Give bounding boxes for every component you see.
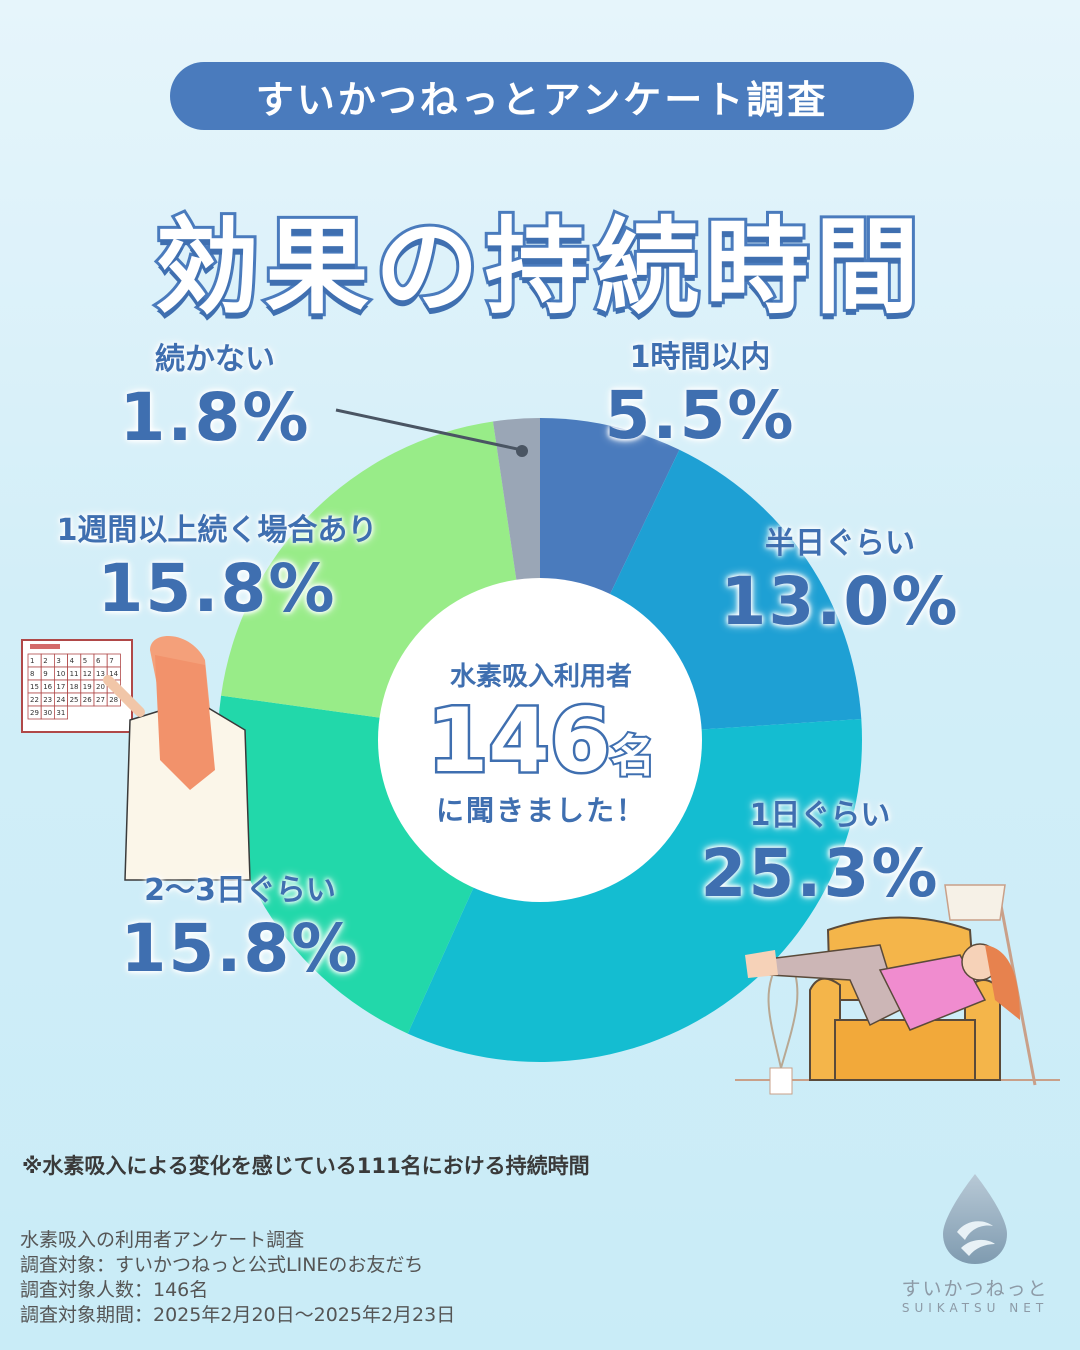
label-half-day-name: 半日ぐらい xyxy=(765,526,915,561)
survey-line-1: 水素吸入の利用者アンケート調査 xyxy=(20,1229,305,1251)
calendar-day: 19 xyxy=(83,683,92,691)
label-no-effect-value: 1.8% xyxy=(119,379,311,456)
calendar-day: 18 xyxy=(70,683,79,691)
survey-line-3: 調査対象人数：146名 xyxy=(20,1279,209,1301)
survey-line-2: 調査対象：すいかつねっと公式LINEのお友だち xyxy=(20,1254,424,1276)
calendar-day: 25 xyxy=(70,696,79,704)
donut-hole xyxy=(378,578,702,902)
donut-center-text: 水素吸入利用者 146名 に聞きました！ xyxy=(378,616,704,866)
woman-pointing-icon xyxy=(103,636,251,881)
calendar-day: 3 xyxy=(56,657,60,665)
woman-relaxing-chair-icon xyxy=(735,884,1060,1095)
calendar-illustration-icon: 1234567891011121314151617181920212223242… xyxy=(21,639,133,733)
label-1-week-name: 1週間以上続く場合あり xyxy=(56,513,378,548)
footnote: ※水素吸入による変化を感じている111名における持続時間 xyxy=(22,1154,590,1178)
calendar-day: 27 xyxy=(96,696,105,704)
calendar-day: 11 xyxy=(70,670,79,678)
survey-line-4: 調査対象期間：2025年2月20日〜2025年2月23日 xyxy=(20,1304,456,1326)
calendar-day: 9 xyxy=(43,670,47,678)
water-drop-logo-icon xyxy=(943,1174,1007,1264)
calendar-day: 15 xyxy=(30,683,39,691)
brand-logo: すいかつねっと SUIKATSU NET xyxy=(890,1170,1060,1330)
survey-title-pill: すいかつねっとアンケート調査 xyxy=(170,62,914,130)
calendar-day: 20 xyxy=(96,683,105,691)
calendar-day: 1 xyxy=(30,657,34,665)
label-1-week-value: 15.8% xyxy=(97,550,337,627)
calendar-day: 31 xyxy=(56,709,65,717)
calendar-day: 30 xyxy=(43,709,52,717)
leader-dot xyxy=(516,445,528,457)
calendar-day: 12 xyxy=(83,670,92,678)
calendar-day: 29 xyxy=(30,709,39,717)
label-2-3-days-value: 15.8% xyxy=(120,910,360,987)
respondent-caption: に聞きました！ xyxy=(435,794,646,827)
label-no-effect: 続かない 1.8% xyxy=(95,334,335,458)
label-half-day-value: 13.0% xyxy=(720,563,960,640)
respondent-label: 水素吸入利用者 xyxy=(449,662,632,692)
label-1-hour-name: 1時間以内 xyxy=(629,340,771,375)
calendar-day: 8 xyxy=(30,670,34,678)
page-title: 効果の持続時間 xyxy=(152,203,925,331)
label-1-day-value: 25.3% xyxy=(700,835,940,912)
respondent-unit: 名 xyxy=(609,729,657,784)
calendar-day: 10 xyxy=(56,670,65,678)
label-2-3-days-name: 2〜3日ぐらい xyxy=(144,873,336,908)
calendar-cell xyxy=(106,692,121,707)
label-1-week: 1週間以上続く場合あり 15.8% xyxy=(22,505,412,629)
calendar-day: 13 xyxy=(96,670,105,678)
label-1-hour: 1時間以内 5.5% xyxy=(580,332,820,456)
label-2-3-days: 2〜3日ぐらい 15.8% xyxy=(100,865,380,989)
calendar-day: 6 xyxy=(96,657,101,665)
calendar-day: 7 xyxy=(109,657,113,665)
calendar-day: 16 xyxy=(43,683,52,691)
calendar-day: 5 xyxy=(83,657,87,665)
survey-info: 水素吸入の利用者アンケート調査 調査対象：すいかつねっと公式LINEのお友だち … xyxy=(20,1228,455,1328)
calendar-day: 14 xyxy=(109,670,118,678)
calendar-day: 22 xyxy=(30,696,39,704)
label-1-day-name: 1日ぐらい xyxy=(749,798,891,833)
calendar-day: 28 xyxy=(109,696,118,704)
calendar-day: 4 xyxy=(70,657,75,665)
calendar-day: 2 xyxy=(43,657,47,665)
label-1-hour-value: 5.5% xyxy=(604,377,796,454)
calendar-cell xyxy=(54,705,69,720)
leader-line xyxy=(335,408,523,452)
label-half-day: 半日ぐらい 13.0% xyxy=(700,518,980,642)
brand-name-en: SUIKATSU NET xyxy=(901,1301,1049,1315)
respondent-count: 146 xyxy=(425,689,614,792)
brand-name: すいかつねっと xyxy=(901,1278,1049,1300)
calendar-day: 23 xyxy=(43,696,52,704)
calendar-day: 17 xyxy=(56,683,65,691)
calendar-day: 26 xyxy=(83,696,92,704)
label-1-day: 1日ぐらい 25.3% xyxy=(670,790,970,914)
label-no-effect-name: 続かない xyxy=(155,342,275,377)
calendar-day: 24 xyxy=(56,696,65,704)
